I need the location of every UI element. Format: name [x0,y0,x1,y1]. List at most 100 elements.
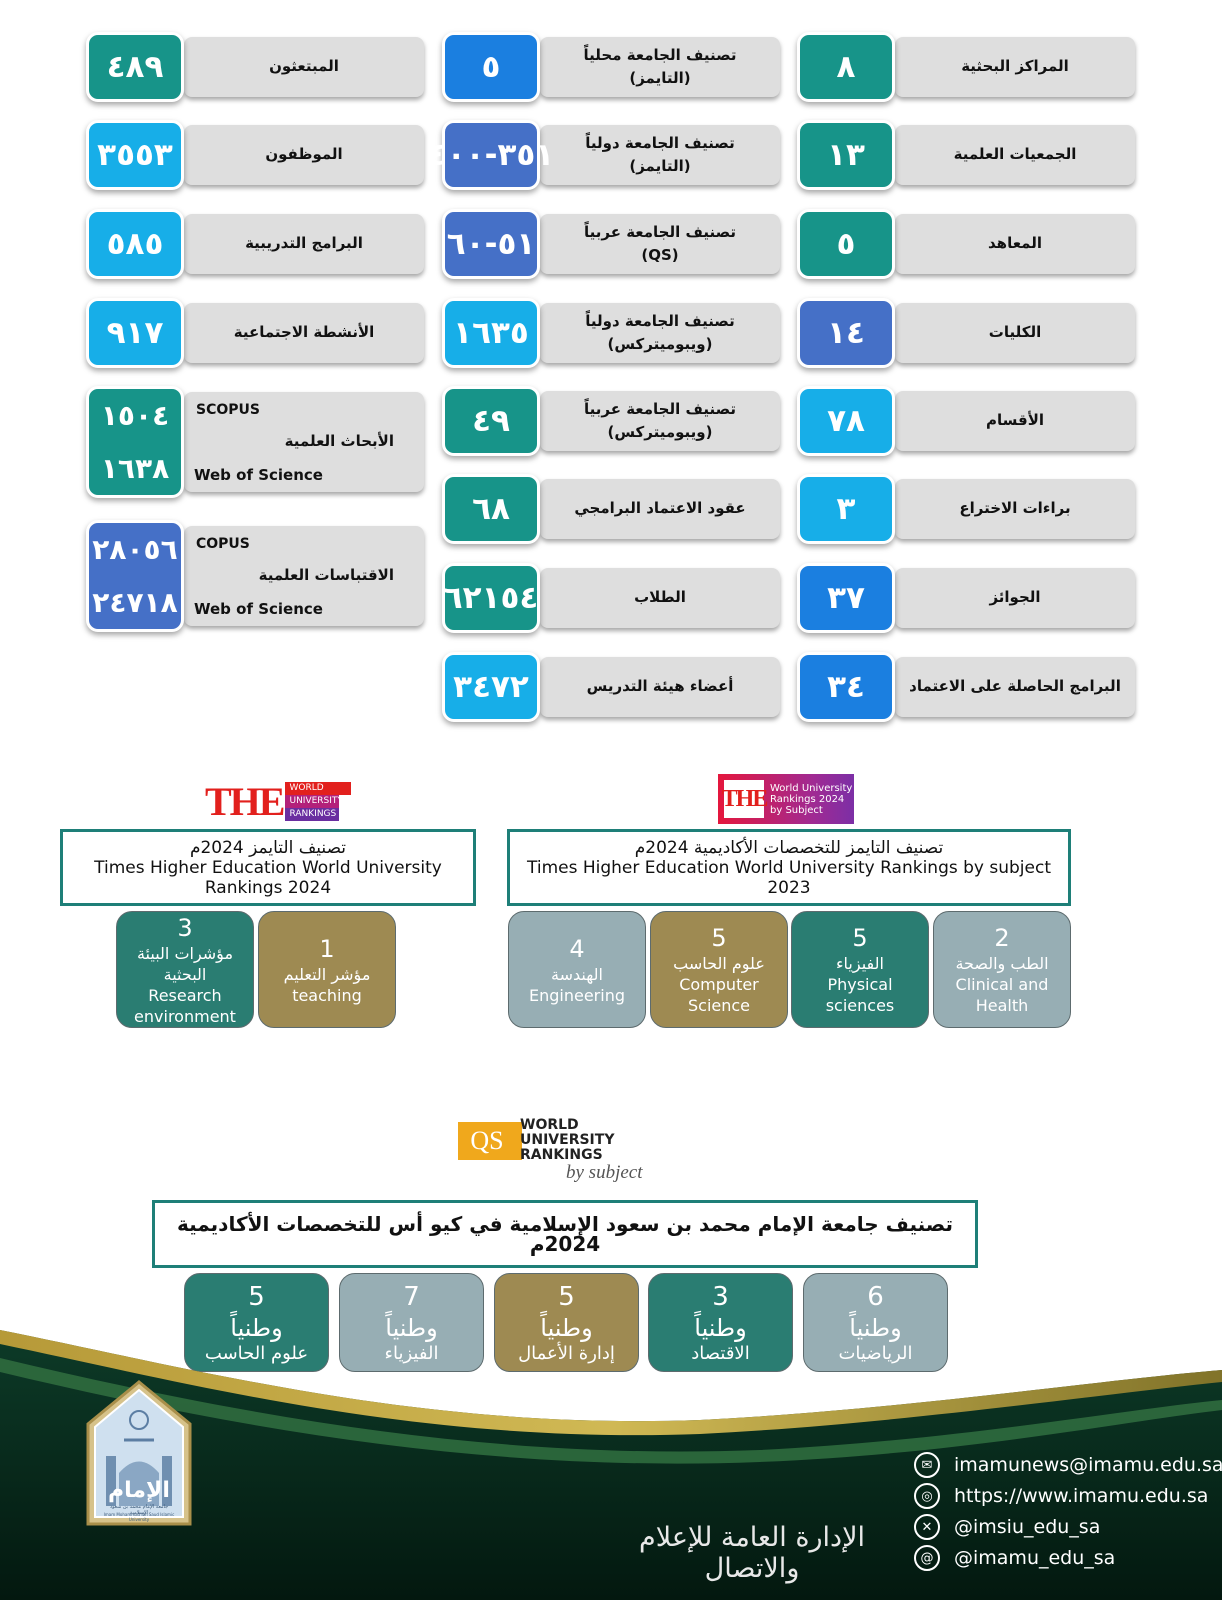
source-web-of-science: Web of Science [194,600,323,618]
contact-text[interactable]: @imamu_edu_sa [954,1547,1116,1569]
stat-value: ٣٤٧٢ [442,652,540,722]
contact-text[interactable]: @imsiu_edu_sa [954,1516,1101,1538]
stat-label-box: المراكز البحثية [895,37,1135,97]
stat-value: ٤٩ [442,386,540,456]
stat-source: (ويبوميتركس) [607,335,713,353]
contact-item[interactable]: @ @imamu_edu_sa [914,1545,1115,1571]
stat-label-box: تصنيف الجامعة دولياً (ويبوميتركس) [540,303,780,363]
stat-source: (التايمز) [629,69,691,87]
university-logo-subtitle: جامعة الإمام محمد بن سعود الإسلامية [109,1504,169,1516]
stat-label: براءات الاختراع [959,499,1071,518]
tile-national: وطنياً [540,1313,593,1342]
stat-label: المبتعثون [269,57,339,76]
stat-value: ٦٨ [442,474,540,544]
the-rankings-logo: THE WORLD UNIVERSITY RANKINGS [205,778,352,824]
ranking-tile: 6 وطنياً الرياضيات [803,1273,948,1372]
tile-label-ar: مؤشرات البيئة البحثية [136,943,234,984]
department-name: الإدارة العامة للإعلام والاتصال [639,1522,865,1584]
qs-logo-line: RANKINGS [520,1147,603,1163]
stat-value: ٣٤ [797,652,895,722]
qs-logo: QS WORLD UNIVERSITY RANKINGS by subject [458,1118,668,1190]
source-web-of-science: Web of Science [194,466,323,484]
ranking-tile: 3 مؤشرات البيئة البحثية Research environme… [116,911,254,1028]
contact-item[interactable]: ✉ imamunews@imamu.edu.sa [914,1452,1222,1478]
tile-label-ar: علوم الحاسب [673,954,765,973]
stat-value: ١٤ [797,298,895,368]
stat-label-box: البرامج التدريبية [184,214,424,274]
stat-label-box: الجوائز [895,568,1135,628]
tile-rank: 3 [712,1281,729,1312]
stat-label: المعاهد [988,234,1042,253]
stat-label-box: تصنيف الجامعة عربياً (QS) [540,214,780,274]
the-logo-line: RANKINGS [285,807,340,821]
tile-subject: إدارة الأعمال [518,1342,615,1364]
contact-item[interactable]: ◎ https://www.imamu.edu.sa [914,1483,1208,1509]
stat-value: ٦٢١٥٤ [442,563,540,633]
university-logo: الإمام جامعة الإمام محمد بن سعود الإسلام… [84,1378,194,1528]
stat-label-box: المبتعثون [184,37,424,97]
stat-card: أعضاء هيئة التدريس ٣٤٧٢ [442,652,780,722]
the-subject-title-en: Times Higher Education World University … [526,857,1051,898]
stat-label-box: تصنيف الجامعة محلياً (التايمز) [540,37,780,97]
the-subject-title-box: تصنيف التايمز للتخصصات الأكاديمية 2024م … [507,829,1071,906]
stat-card: المبتعثون ٤٨٩ [86,32,424,102]
university-logo-english: Imam Mohammad Ibn Saud Islamic Universit… [103,1512,175,1522]
stat-label: الكليات [988,323,1042,342]
qs-title: تصنيف جامعة الإمام محمد بن سعود الإسلامي… [176,1212,954,1256]
stat-label: المراكز البحثية [961,57,1069,76]
the-logo-mark: THE [721,785,769,812]
the-logo-line: UNIVERSITY [285,794,343,808]
qs-logo-mark: QS [458,1122,516,1160]
stat-card: عقود الاعتماد البرامجي ٦٨ [442,474,780,544]
stat-value: ٣٥١-٤٠٠ [428,120,553,190]
qs-logo-line: UNIVERSITY [520,1132,615,1148]
stat-value: ٤٨٩ [86,32,184,102]
email-icon: ✉ [914,1452,940,1478]
tile-rank: 7 [403,1281,420,1312]
university-emblem-icon [86,1380,192,1526]
stat-value: ٨ [797,32,895,102]
tile-label-en: Clinical and Health [955,975,1049,1015]
contact-text[interactable]: imamunews@imamu.edu.sa [954,1454,1222,1476]
the-overall-title-box: تصنيف التايمز 2024م Times Higher Educati… [60,829,476,906]
tile-label-en: Engineering [529,985,625,1005]
ranking-tile: 3 وطنياً الاقتصاد [648,1273,793,1372]
stat-value: ١٦٣٨ [100,452,170,485]
tile-subject: الاقتصاد [691,1342,750,1364]
the-subject-title-ar: تصنيف التايمز للتخصصات الأكاديمية 2024م [634,837,944,858]
stat-value: ٥٨٥ [86,209,184,279]
stat-value: ٧٨ [797,386,895,456]
tile-label-ar: الهندسة [551,964,603,984]
the-logo-line: WORLD [285,781,352,795]
tile-rank: 5 [558,1281,575,1312]
citations-card: COPUS الاقتباسات العلمية Web of Science ٢٨٠… [86,520,424,632]
stat-value: ٢٤٧١٨ [92,586,178,619]
stat-label: البرامج الحاصلة على الاعتماد [909,677,1121,696]
stat-label: تصنيف الجامعة عربياً [584,222,736,241]
stat-card: الموظفون ٣٥٥٣ [86,120,424,190]
stat-card: المعاهد ٥ [797,209,1135,279]
qs-logo-subtitle: by subject [566,1162,643,1183]
the-logo-line: by Subject [770,804,823,816]
stat-label: الجمعيات العلمية [953,145,1077,164]
ranking-tile: 5 وطنياً علوم الحاسب [184,1273,329,1372]
stat-label: تصنيف الجامعة عربياً [584,399,736,418]
tile-label-en: teaching [292,985,362,1005]
stat-value: ١٣ [797,120,895,190]
stat-label: الأقسام [985,411,1045,430]
tile-label-ar: الطب والصحة [955,954,1049,973]
stat-label-box: تصنيف الجامعة عربياً (ويبوميتركس) [540,391,780,451]
the-logo-line: World University [770,782,853,794]
stat-label: الأبحاث العلمية [284,432,394,450]
stat-label-box: المعاهد [895,214,1135,274]
stat-card: الأنشطة الاجتماعية ٩١٧ [86,298,424,368]
contact-item[interactable]: ✕ @imsiu_edu_sa [914,1514,1100,1540]
globe-icon: ◎ [914,1483,940,1509]
tile-rank: 5 [248,1281,265,1312]
stat-label: الاقتباسات العلمية [258,566,394,584]
stat-value: ٥١-٦٠ [442,209,540,279]
qs-title-box: تصنيف جامعة الإمام محمد بن سعود الإسلامي… [152,1200,978,1268]
stat-label: عقود الاعتماد البرامجي [574,499,746,518]
stat-card: تصنيف الجامعة عربياً (ويبوميتركس) ٤٩ [442,386,780,456]
contact-text[interactable]: https://www.imamu.edu.sa [954,1485,1209,1507]
